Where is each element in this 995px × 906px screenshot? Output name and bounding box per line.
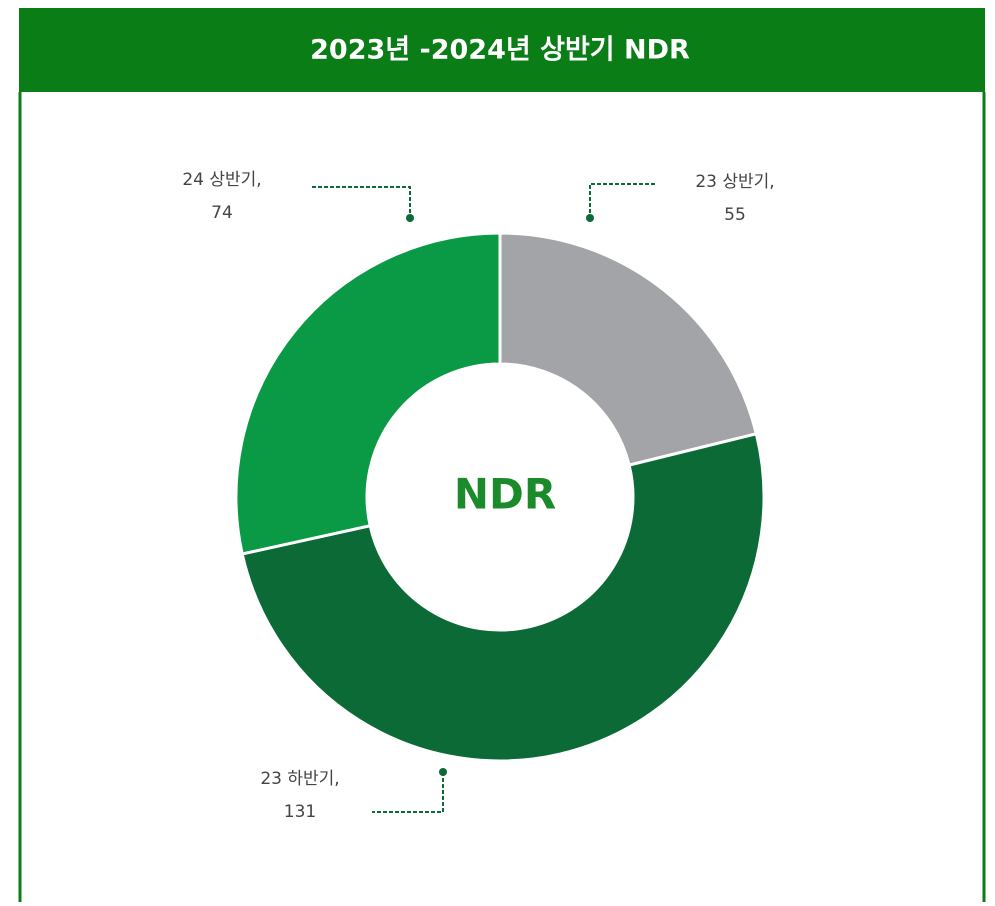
center-label: NDR xyxy=(454,470,556,519)
slice-value: 55 xyxy=(724,205,746,225)
chart-title: 2023년 -2024년 상반기 NDR xyxy=(310,35,690,66)
leader-line xyxy=(589,183,655,218)
donut xyxy=(234,231,766,763)
slice-value: 74 xyxy=(211,203,233,223)
header-band xyxy=(19,8,985,92)
slice xyxy=(234,231,502,556)
leader-dot xyxy=(439,768,447,776)
slice-label: 24 상반기, xyxy=(182,170,261,190)
slice-label: 23 상반기, xyxy=(695,172,774,192)
slice-value: 131 xyxy=(284,802,316,822)
leader-line xyxy=(312,186,411,218)
slice-label: 23 하반기, xyxy=(260,769,339,789)
leader-dot xyxy=(406,214,414,222)
labels: 23 상반기, 55 23 하반기, 131 24 상반기, 74 xyxy=(182,170,774,822)
leader-line xyxy=(372,772,444,813)
slice xyxy=(498,231,759,467)
slice xyxy=(240,432,766,763)
leader-dot xyxy=(586,214,594,222)
